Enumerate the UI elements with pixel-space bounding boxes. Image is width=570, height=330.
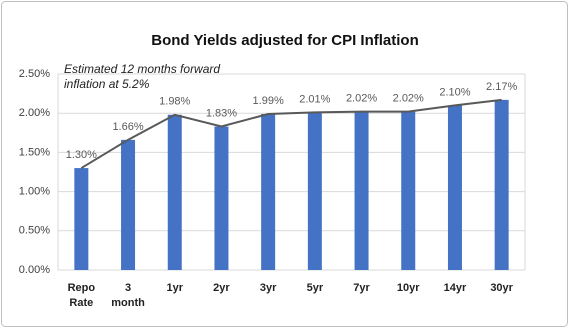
- x-tick-label: 7yr: [353, 282, 370, 294]
- data-label: 1.99%: [253, 95, 284, 107]
- bar: [214, 126, 229, 270]
- y-tick-label: 0.00%: [19, 264, 50, 276]
- x-tick-label: 10yr: [396, 282, 420, 294]
- y-tick-label: 1.50%: [19, 146, 50, 158]
- data-label: 2.17%: [486, 81, 517, 93]
- x-tick-label: 2yr: [213, 282, 230, 294]
- plot-border: [57, 73, 526, 271]
- data-label: 2.02%: [346, 93, 377, 105]
- bar: [447, 105, 462, 270]
- bar: [74, 168, 89, 270]
- data-label: 2.01%: [299, 93, 330, 105]
- x-tick-label: 30yr: [490, 282, 513, 294]
- bar: [494, 99, 509, 270]
- x-tick-label: 3yr: [259, 282, 277, 294]
- line: [80, 98, 502, 169]
- y-tick-label: 0.50%: [19, 225, 50, 237]
- x-tick-label: 5yr: [306, 282, 324, 294]
- bar: [401, 111, 416, 271]
- data-label: 1.30%: [66, 149, 97, 161]
- data-label: 1.98%: [159, 96, 190, 108]
- data-label: 2.10%: [439, 86, 470, 98]
- y-tick-label: 1.00%: [19, 186, 50, 198]
- bar: [354, 111, 369, 271]
- x-tick-label: 1yr: [166, 282, 183, 294]
- y-tick-label: 2.00%: [19, 107, 50, 119]
- x-tick-label: 3 month: [111, 282, 145, 309]
- bar: [121, 139, 136, 270]
- annotation: Estimated 12 months forward inflation at…: [64, 62, 221, 91]
- data-label: 1.66%: [112, 121, 143, 133]
- bar: [261, 113, 276, 270]
- bar: [167, 114, 182, 270]
- data-label: 2.02%: [393, 93, 424, 105]
- data-label: 1.83%: [206, 107, 237, 119]
- chart-title: Bond Yields adjusted for CPI Inflation: [151, 32, 419, 49]
- y-tick-label: 2.50%: [19, 68, 50, 80]
- bar: [307, 112, 322, 270]
- x-tick-label: 14yr: [443, 282, 467, 294]
- x-tick-label: Repo Rate: [67, 282, 96, 309]
